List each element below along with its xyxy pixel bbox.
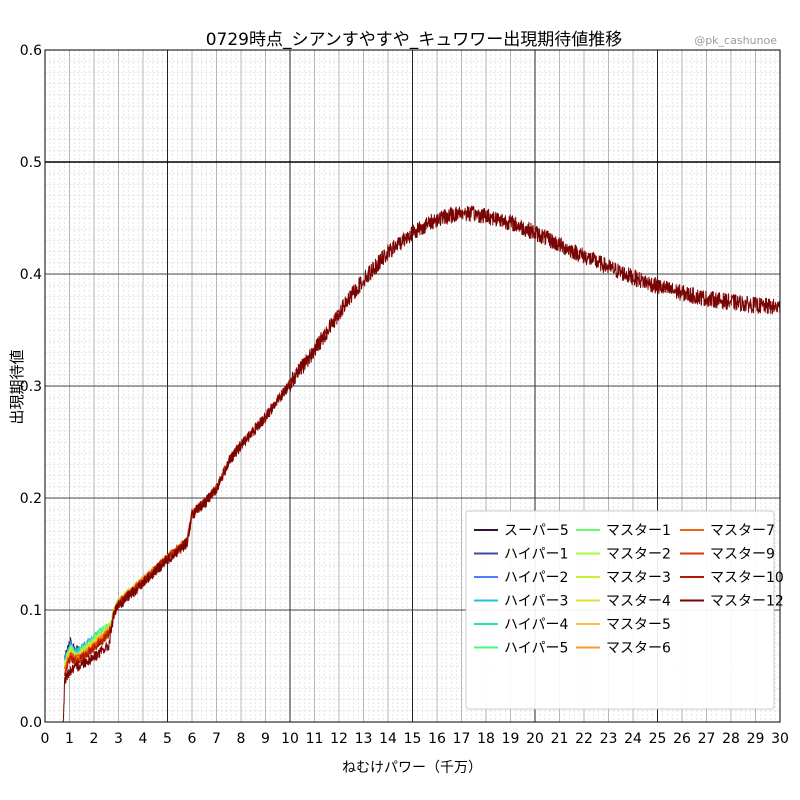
legend-item: マスター6 [576,641,671,657]
y-tick-label: 0.5 [20,155,42,171]
legend-item: マスター9 [680,547,775,563]
x-tick-label: 19 [502,731,520,747]
legend-label: ハイパー5 [504,641,568,657]
x-tick-label: 5 [163,731,172,747]
x-tick-label: 9 [261,731,270,747]
legend-item: ハイパー2 [474,570,568,586]
legend-label: マスター9 [710,547,775,563]
x-tick-label: 18 [477,731,495,747]
x-tick-label: 3 [114,731,123,747]
x-tick-label: 4 [139,731,148,747]
legend-label: ハイパー1 [504,547,568,563]
x-tick-label: 10 [281,731,299,747]
series-line [44,205,781,723]
legend-item: ハイパー1 [474,547,568,563]
x-tick-label: 29 [747,731,765,747]
legend: スーパー5 ハイパー1 ハイパー2 ハイパー3 ハイパー4 ハイパー5 マスター1 マスター2… [465,510,784,710]
x-tick-label: 11 [306,731,324,747]
legend-item: ハイパー3 [474,594,568,610]
x-tick-label: 17 [453,731,471,747]
x-tick-label: 6 [188,731,197,747]
x-tick-label: 30 [771,731,789,747]
x-tick-label: 14 [379,731,397,747]
y-tick-label: 0.0 [20,715,42,731]
x-tick-label: 0 [41,731,50,747]
legend-label: マスター7 [710,523,775,539]
x-tick-labels: 0 1 2 3 4 5 6 7 8 9 10 11 12 13 14 15 16 17 18 19 20 21 22 23 24… [41,731,789,747]
legend-label: マスター5 [606,617,671,633]
x-tick-label: 2 [90,731,99,747]
x-tick-label: 20 [526,731,544,747]
y-tick-label: 0.2 [20,491,42,507]
legend-label: マスター10 [710,570,784,586]
x-tick-label: 13 [355,731,373,747]
x-tick-label: 22 [575,731,593,747]
x-tick-label: 8 [237,731,246,747]
legend-label: マスター12 [710,594,784,610]
x-axis-label: ねむけパワー（千万） [342,760,482,776]
x-tick-label: 21 [551,731,569,747]
legend-label: ハイパー3 [504,594,568,610]
x-tick-label: 12 [330,731,348,747]
legend-label: マスター2 [606,547,671,563]
y-tick-label: 0.6 [20,43,42,59]
legend-item: マスター5 [576,617,671,633]
legend-label: マスター1 [606,523,671,539]
legend-label: ハイパー4 [504,617,568,633]
legend-item: マスター2 [576,547,671,563]
legend-item: マスター4 [576,594,671,610]
legend-item: ハイパー5 [474,641,568,657]
legend-label: ハイパー2 [504,570,568,586]
y-tick-label: 0.4 [20,267,42,283]
y-tick-label: 0.1 [20,603,42,619]
legend-label: マスター3 [606,570,671,586]
x-tick-label: 23 [600,731,618,747]
legend-item: マスター7 [680,523,775,539]
x-tick-label: 15 [404,731,422,747]
x-tick-label: 7 [212,731,221,747]
watermark: @pk_cashunoe [694,34,777,47]
x-tick-label: 16 [428,731,446,747]
legend-item: マスター1 [576,523,671,539]
series-layer [44,205,781,723]
legend-label: スーパー5 [504,523,569,539]
legend-item: ハイパー4 [474,617,568,633]
chart-title: 0729時点_シアンすやすや_キュワワー出現期待値推移 [206,30,623,50]
legend-item: マスター10 [680,570,784,586]
y-axis-label: 出現期待値 [8,349,26,424]
x-tick-label: 27 [698,731,716,747]
y-tick-label: 0.3 [20,379,42,395]
x-tick-label: 26 [673,731,691,747]
legend-label: マスター6 [606,641,671,657]
legend-item: マスター3 [576,570,671,586]
x-tick-label: 28 [722,731,740,747]
y-tick-labels: 0.0 0.1 0.2 0.3 0.4 0.5 0.6 [20,43,42,731]
legend-label: マスター4 [606,594,671,610]
legend-item: マスター12 [680,594,784,610]
x-tick-label: 24 [624,731,642,747]
plot-frame [44,49,781,723]
legend-frame [465,510,775,710]
x-tick-label: 1 [65,731,74,747]
x-tick-label: 25 [649,731,667,747]
legend-item: スーパー5 [474,523,569,539]
